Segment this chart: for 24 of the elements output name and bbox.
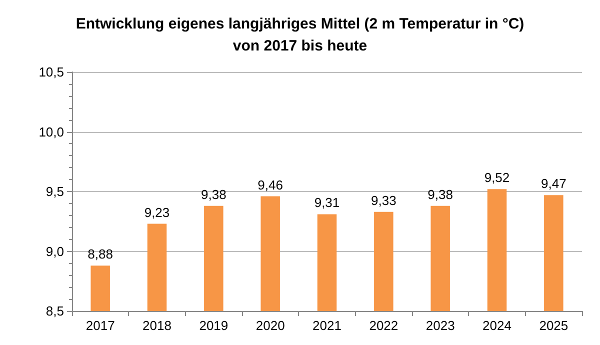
x-tick-label: 2025 (539, 318, 568, 333)
data-label: 9,38 (428, 186, 453, 202)
x-tick-label: 2017 (86, 318, 115, 333)
y-tick-label: 10,0 (38, 124, 64, 140)
x-tick-label: 2020 (256, 318, 285, 333)
x-tick-label: 2023 (426, 318, 455, 333)
data-label: 9,31 (314, 195, 340, 210)
chart-title: Entwicklung eigenes langjähriges Mittel (2 m Temperatur in °C) von 2017 bis heute (76, 16, 524, 54)
x-tick-label: 2018 (142, 318, 172, 333)
y-tick-label: 9,5 (46, 184, 64, 199)
y-tick-label: 9,0 (46, 244, 64, 259)
data-label: 9,46 (258, 177, 283, 192)
data-label: 9,52 (484, 170, 510, 186)
data-label: 9,33 (371, 192, 396, 208)
x-tick-label: 2024 (482, 318, 512, 333)
data-label: 9,47 (541, 176, 566, 192)
y-tick-label: 8,5 (46, 304, 64, 318)
y-tick-label: 10,5 (38, 64, 64, 80)
data-label: 9,38 (201, 186, 226, 202)
data-label: 8,88 (88, 246, 113, 262)
x-tick-label: 2019 (199, 318, 228, 333)
data-label: 9,23 (144, 204, 170, 220)
x-tick-label: 2021 (312, 318, 342, 333)
x-tick-label: 2022 (369, 318, 398, 333)
